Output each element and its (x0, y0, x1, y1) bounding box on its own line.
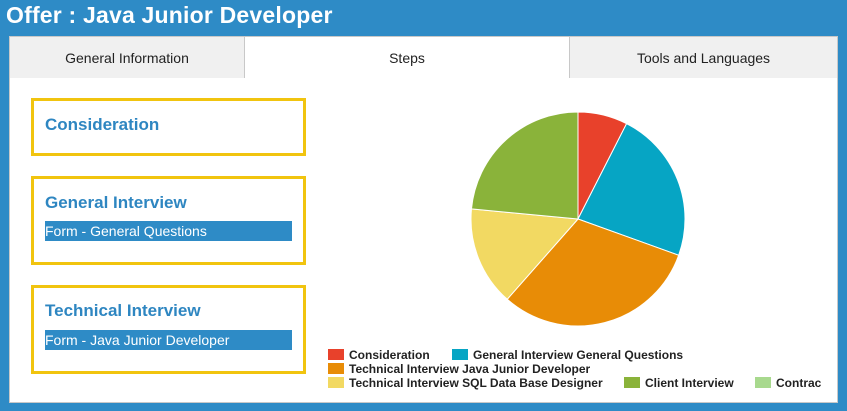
legend-label-3: Technical Interview SQL Data Base Design… (349, 376, 603, 390)
tab-tools-and-languages[interactable]: Tools and Languages (569, 37, 837, 78)
legend-label-2: Technical Interview Java Junior Develope… (349, 362, 591, 376)
legend-swatch-1 (452, 349, 468, 360)
form-link-general-questions[interactable]: Form - General Questions (45, 221, 292, 241)
tab-general-information[interactable]: General Information (10, 37, 245, 78)
legend-swatch-5 (755, 377, 771, 388)
step-title: General Interview (45, 193, 187, 212)
step-title: Consideration (45, 115, 160, 134)
step-card-consideration: Consideration (31, 98, 306, 156)
legend-label-1: General Interview General Questions (473, 348, 683, 362)
step-title: Technical Interview (45, 301, 201, 320)
pie-slice-2 (506, 218, 680, 327)
tab-bar: General Information Steps Tools and Lang… (10, 37, 837, 79)
legend-swatch-2 (328, 363, 344, 374)
form-link-java-junior-developer[interactable]: Form - Java Junior Developer (45, 330, 292, 350)
legend-label-5: Contrac (776, 376, 822, 390)
tab-steps[interactable]: Steps (245, 37, 569, 79)
legend-swatch-3 (328, 377, 344, 388)
offer-panel: General Information Steps Tools and Lang… (9, 36, 838, 403)
page-title: Offer : Java Junior Developer (6, 2, 333, 28)
step-card-general-interview: General Interview Form - General Questio… (31, 176, 306, 265)
legend-swatch-0 (328, 349, 344, 360)
step-card-technical-interview: Technical Interview Form - Java Junior D… (31, 285, 306, 374)
legend-label-4: Client Interview (645, 376, 734, 390)
pie-slice-0 (577, 111, 628, 220)
legend-label-0: Consideration (349, 348, 430, 362)
pie-slice-1 (577, 122, 686, 256)
pie-slice-3 (470, 208, 580, 300)
pie-slice-4 (470, 111, 579, 220)
legend-swatch-4 (624, 377, 640, 388)
